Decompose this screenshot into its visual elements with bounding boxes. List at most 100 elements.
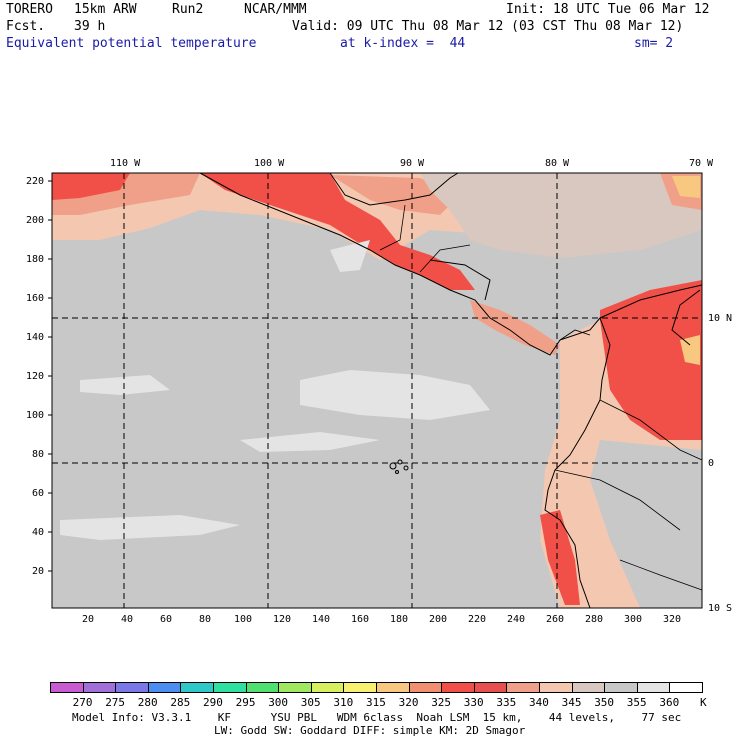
y-tick-label: 120 — [25, 371, 44, 382]
colorbar-swatch — [441, 682, 475, 693]
colorbar-swatch — [408, 682, 443, 693]
lat-label: 10 N — [708, 313, 733, 324]
caribbean-region — [420, 173, 702, 258]
colorbar-label: 350 — [594, 696, 615, 709]
galapagos-islands — [389, 459, 409, 474]
colorbar-label: 280 — [137, 696, 158, 709]
org-label: NCAR/MMM — [244, 2, 307, 17]
x-tick-label: 240 — [507, 614, 526, 625]
colorbar-label: 360 — [659, 696, 680, 709]
lon-label: 70 W — [689, 158, 714, 169]
colorbar-swatch — [115, 682, 149, 693]
colorbar-swatch — [604, 682, 638, 693]
x-tick-label: 320 — [663, 614, 682, 625]
lat-label: 0 — [708, 458, 715, 469]
x-tick-label: 300 — [624, 614, 643, 625]
colorbar-label: 285 — [170, 696, 191, 709]
y-tick-label: 40 — [31, 527, 44, 538]
field-name: Equivalent potential temperature — [6, 36, 257, 51]
colorbar-label: 335 — [496, 696, 517, 709]
y-tick-label: 220 — [25, 176, 44, 187]
colombia-hot-region — [600, 280, 702, 440]
x-tick-label: 220 — [468, 614, 487, 625]
colorbar-swatch — [539, 682, 573, 693]
colorbar-swatch — [571, 682, 606, 693]
x-tick-label: 120 — [273, 614, 292, 625]
colorbar-unit: K — [700, 696, 707, 709]
colorbar-label: 275 — [105, 696, 126, 709]
run-label: Run2 — [172, 2, 204, 17]
colorbar-swatch — [245, 682, 280, 693]
lat-lon-grid — [52, 173, 702, 608]
lat-label: 10 S — [708, 603, 733, 614]
lon-label: 90 W — [400, 158, 425, 169]
costa-rica-region — [470, 300, 560, 355]
colorbar-swatch — [180, 682, 214, 693]
pacific-light-patch — [300, 370, 490, 420]
andes-hot-spot — [680, 335, 700, 365]
x-tick-label: 180 — [390, 614, 409, 625]
colorbar-label: 270 — [72, 696, 93, 709]
map-frame — [51, 172, 703, 609]
x-tick-label: 200 — [429, 614, 448, 625]
colorbar-label: 310 — [333, 696, 354, 709]
x-tick-label: 140 — [312, 614, 331, 625]
colorbar-swatch — [506, 682, 540, 693]
y-tick-label: 160 — [25, 293, 44, 304]
fcst-value: 39 h — [74, 19, 106, 34]
peru-coast-hot-region — [540, 510, 580, 605]
colorbar-swatch — [636, 682, 671, 693]
valid-time: Valid: 09 UTC Thu 08 Mar 12 (03 CST Thu … — [292, 19, 684, 34]
pacific-light-patch — [60, 515, 240, 540]
y-tick-label: 20 — [31, 566, 44, 577]
y-tick-label: 140 — [25, 332, 44, 343]
x-tick-label: 280 — [585, 614, 604, 625]
x-tick-label: 80 — [199, 614, 212, 625]
model-name: TORERO — [6, 2, 53, 17]
y-tick-label: 180 — [25, 254, 44, 265]
colorbar-swatch — [310, 682, 345, 693]
lon-label: 110 W — [110, 158, 141, 169]
colorbar-swatch — [473, 682, 508, 693]
colorbar-label: 330 — [463, 696, 484, 709]
colorbar-swatch — [147, 682, 182, 693]
lon-label: 80 W — [545, 158, 570, 169]
physics-info-line: LW: Godd SW: Goddard DIFF: simple KM: 2D… — [214, 724, 526, 737]
smoothing-label: sm= 2 — [634, 36, 674, 51]
axis-ticks — [48, 180, 52, 572]
pacific-light-patch — [80, 375, 170, 395]
country-borders — [379, 204, 703, 591]
y-tick-label: 80 — [31, 449, 44, 460]
x-tick-label: 60 — [160, 614, 173, 625]
colorbar-label: 305 — [300, 696, 321, 709]
init-time: Init: 18 UTC Tue 06 Mar 12 — [506, 2, 710, 17]
colorbar-label: 290 — [203, 696, 223, 709]
amazon-region — [590, 440, 702, 608]
colorbar-swatch — [376, 682, 410, 693]
y-tick-label: 200 — [25, 215, 44, 226]
colorbar-label: 355 — [626, 696, 647, 709]
colorbar-label: 315 — [366, 696, 386, 709]
x-tick-label: 20 — [82, 614, 95, 625]
pacific-light-patch — [240, 432, 380, 452]
colorbar-swatch — [278, 682, 312, 693]
colorbar-label: 320 — [398, 696, 419, 709]
colorbar-swatch — [213, 682, 247, 693]
x-tick-label: 40 — [121, 614, 134, 625]
level-label: at k-index = 44 — [340, 36, 466, 51]
colorbar-label: 345 — [561, 696, 582, 709]
caribbean-hot-spot — [672, 176, 700, 198]
colorbar-swatch — [343, 682, 377, 693]
colorbar-swatch — [82, 682, 117, 693]
pacific-light-patch — [330, 240, 370, 272]
x-tick-label: 260 — [546, 614, 565, 625]
fcst-label: Fcst. — [6, 19, 46, 34]
colorbar-label: 325 — [431, 696, 452, 709]
model-info-line: Model Info: V3.3.1 KF YSU PBL WDM 6class… — [72, 711, 682, 724]
resolution: 15km ARW — [74, 2, 137, 17]
gulf-hot-region — [52, 173, 130, 200]
x-tick-label: 160 — [351, 614, 370, 625]
y-tick-label: 60 — [31, 488, 44, 499]
colorbar-label: 340 — [529, 696, 549, 709]
